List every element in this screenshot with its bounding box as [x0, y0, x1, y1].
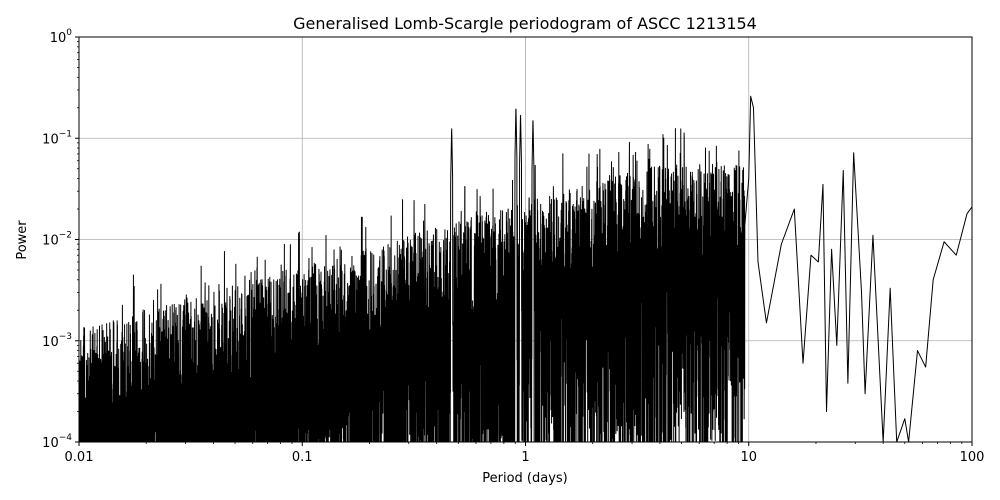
x-tick-label: 0.01	[65, 450, 94, 465]
x-tick-label: 10	[740, 450, 757, 465]
x-tick-label: 100	[960, 450, 985, 465]
y-axis-label: Power	[15, 220, 30, 260]
chart-title: Generalised Lomb-Scargle periodogram of …	[293, 14, 757, 33]
ticks-layer: 0.01 0.1 1 10 100 10−4 10−3 10−2 10−1 100	[42, 28, 984, 465]
y-tick-label: 100	[50, 28, 73, 46]
x-axis-label: Period (days)	[482, 471, 568, 486]
y-tick-label: 10−3	[42, 332, 72, 350]
x-tick-label: 0.1	[292, 450, 313, 465]
y-tick-label: 10−2	[42, 231, 72, 249]
periodogram-series-line	[79, 95, 972, 442]
y-tick-label: 10−4	[42, 433, 72, 451]
x-tick-label: 1	[521, 450, 529, 465]
data-layer	[79, 95, 972, 442]
y-tick-label: 10−1	[42, 129, 72, 147]
